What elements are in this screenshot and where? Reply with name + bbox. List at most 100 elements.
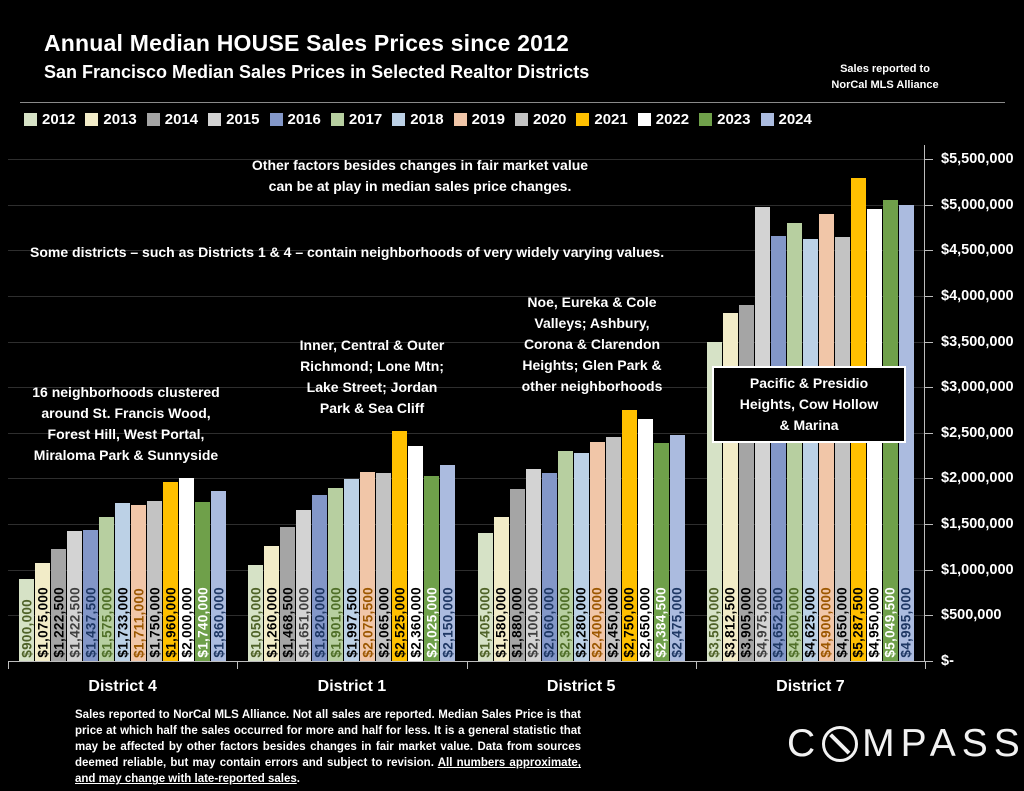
- annotation-district7: Pacific & Presidio Heights, Cow Hollow &…: [712, 366, 906, 443]
- bar-value-label: $1,711,000: [131, 588, 147, 658]
- bar-2024: $2,150,000: [440, 464, 456, 661]
- compass-logo: C MPASS: [787, 722, 1024, 765]
- mls-note-line1: Sales reported to: [840, 63, 930, 75]
- legend-swatch-icon: [24, 113, 37, 126]
- legend-item-2012: 2012: [24, 111, 75, 128]
- category-label-district-5: District 5: [546, 678, 616, 695]
- gridline: [8, 569, 925, 571]
- compass-o-icon: [822, 726, 859, 762]
- bar-value-label: $2,060,000: [541, 587, 557, 658]
- bar-value-label: $3,500,000: [706, 587, 722, 658]
- bar-2015: $1,651,000: [296, 510, 312, 661]
- bar-value-label: $3,812,500: [722, 587, 738, 658]
- bar-2015: $2,100,000: [525, 469, 541, 661]
- y-axis-tick-label: $4,000,000: [941, 287, 1014, 304]
- legend-item-2013: 2013: [85, 111, 137, 128]
- bar-value-label: $4,950,000: [866, 587, 882, 658]
- bar-2020: $1,750,000: [147, 501, 163, 661]
- legend-label: 2019: [471, 111, 505, 128]
- bar-value-label: $2,475,000: [669, 587, 685, 658]
- gridline: [8, 204, 925, 206]
- bar-value-label: $4,650,000: [834, 587, 850, 658]
- bar-value-label: $4,800,000: [786, 587, 802, 658]
- bar-value-label: $2,100,000: [525, 587, 541, 658]
- bar-2012: $1,050,000: [248, 565, 264, 661]
- bar-value-label: $1,075,000: [35, 587, 51, 658]
- bar-2023: $1,740,000: [195, 502, 211, 661]
- bar-value-label: $2,300,000: [557, 587, 573, 658]
- bar-value-label: $1,580,000: [493, 587, 509, 658]
- legend-label: 2015: [226, 111, 260, 128]
- y-axis-tick-label: $3,500,000: [941, 333, 1014, 350]
- bar-value-label: $4,995,000: [898, 587, 914, 658]
- gridline: [8, 295, 925, 297]
- legend-swatch-icon: [269, 113, 283, 126]
- bar-2017: $1,901,000: [328, 487, 344, 661]
- bar-2022: $2,360,000: [408, 445, 424, 661]
- legend-swatch-icon: [208, 113, 222, 126]
- legend-swatch-icon: [392, 113, 406, 126]
- page-subtitle: San Francisco Median Sales Prices in Sel…: [44, 62, 590, 82]
- bar-2022: $2,650,000: [637, 419, 653, 661]
- gridline: [8, 341, 925, 343]
- mls-note-line2: NorCal MLS Alliance: [831, 78, 939, 91]
- legend-label: 2017: [348, 111, 383, 128]
- annotation-varying-values: Some districts – such as Districts 1 & 4…: [30, 244, 665, 260]
- bar-2020: $4,650,000: [834, 236, 850, 661]
- bar-2018: $4,625,000: [802, 238, 818, 661]
- category-label-district-1: District 1: [317, 678, 387, 695]
- y-axis-tick: [925, 387, 933, 389]
- bar-2020: $2,450,000: [605, 437, 621, 661]
- legend-item-2021: 2021: [576, 111, 628, 128]
- legend-item-2014: 2014: [146, 111, 199, 128]
- legend-label: 2014: [164, 111, 199, 128]
- bar-2013: $1,075,000: [35, 562, 51, 661]
- legend-label: 2022: [655, 111, 690, 128]
- bar-value-label: $1,880,000: [509, 587, 525, 658]
- bar-2024: $1,860,000: [211, 491, 227, 661]
- y-axis-tick-label: $500,000: [941, 607, 1002, 624]
- category-label-district-4: District 4: [88, 678, 157, 695]
- annotation-district5: Noe, Eureka & Cole Valleys; Ashbury, Cor…: [521, 294, 663, 394]
- y-axis-tick: [925, 432, 933, 434]
- legend-swatch-icon: [699, 113, 713, 126]
- x-axis-tick: [925, 661, 926, 669]
- chart-legend: 2012 2013 2014 2015 2016 2017 2018 2019 2020 2021…: [24, 111, 812, 128]
- mls-note: Sales reported to NorCal MLS Alliance: [805, 62, 965, 94]
- page-title: Annual Median HOUSE Sales Prices since 2…: [44, 30, 570, 56]
- bar-2016: $1,820,000: [312, 494, 328, 661]
- bar-value-label: $1,860,000: [211, 587, 227, 658]
- y-axis-tick-label: $5,000,000: [941, 196, 1014, 213]
- legend-swatch-icon: [85, 113, 99, 126]
- bar-value-label: $1,260,000: [264, 587, 280, 658]
- bar-value-label: $5,049,500: [882, 587, 898, 658]
- bar-2020: $2,065,000: [376, 472, 392, 661]
- legend-swatch-icon: [760, 113, 774, 126]
- y-axis-tick: [925, 204, 933, 206]
- bar-value-label: $1,405,000: [477, 587, 493, 658]
- legend-item-2024: 2024: [760, 111, 812, 128]
- bar-value-label: $2,280,000: [573, 587, 589, 658]
- y-axis-tick-label: $-: [941, 653, 954, 669]
- x-axis-tick: [695, 661, 697, 669]
- y-axis-tick-label: $1,500,000: [941, 516, 1014, 533]
- bar-value-label: $1,575,000: [99, 587, 115, 658]
- bar-value-label: $1,750,000: [147, 587, 163, 658]
- bar-2016: $2,060,000: [541, 472, 557, 661]
- y-axis-tick-label: $1,000,000: [941, 561, 1014, 578]
- x-axis-tick: [8, 661, 9, 669]
- legend-item-2023: 2023: [699, 111, 751, 128]
- disclaimer-text: Sales reported to NorCal MLS Alliance. N…: [75, 709, 582, 786]
- bar-value-label: $2,150,000: [440, 587, 456, 658]
- y-axis-tick: [925, 661, 933, 662]
- bar-value-label: $2,065,000: [376, 587, 392, 658]
- bar-2014: $1,222,500: [51, 549, 67, 661]
- legend-swatch-icon: [146, 113, 160, 126]
- y-axis-tick: [925, 295, 933, 297]
- bar-value-label: $1,740,000: [195, 587, 211, 658]
- bar-value-label: $2,384,500: [653, 587, 669, 658]
- bar-2018: $2,280,000: [573, 452, 589, 661]
- y-axis-tick: [925, 615, 933, 617]
- bar-value-label: $1,437,500: [83, 587, 99, 658]
